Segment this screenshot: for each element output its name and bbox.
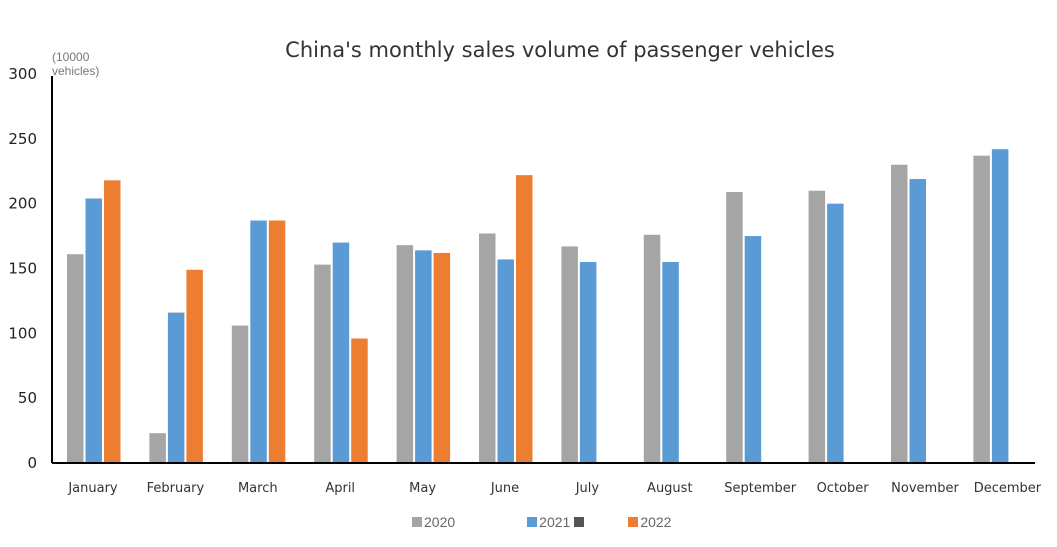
chart-title: China's monthly sales volume of passenge…: [285, 38, 835, 62]
bar-2021-november: [909, 179, 926, 463]
y-tick-label: 300: [8, 65, 37, 83]
x-tick-label: September: [724, 481, 797, 496]
x-tick-label: July: [575, 481, 600, 496]
y-tick-label: 100: [8, 324, 37, 342]
x-tick-label: November: [891, 481, 959, 496]
bar-2020-october: [808, 190, 826, 463]
bar-2021-march: [250, 220, 267, 463]
bar-2022-february: [186, 269, 203, 463]
bar-2020-december: [973, 155, 990, 463]
legend-swatch: [527, 517, 538, 527]
y-tick-label: 50: [18, 389, 37, 407]
legend-label: 2021: [539, 514, 571, 530]
x-tick-label: April: [325, 481, 355, 496]
y-tick-label: 0: [27, 454, 37, 472]
bar-2021-may: [415, 250, 432, 463]
bar-2022-january: [104, 180, 121, 463]
legend-item-2020: 2020: [412, 514, 455, 530]
bar-2020-february: [149, 433, 166, 463]
bar-2020-august: [643, 234, 661, 463]
bar-2021-july: [579, 262, 597, 463]
x-tick-label: June: [490, 481, 519, 496]
bar-2021-june: [497, 259, 514, 463]
bar-2020-november: [891, 164, 908, 463]
legend-swatch: [412, 517, 422, 527]
x-tick-label: February: [147, 481, 205, 496]
bar-2021-august: [662, 262, 679, 463]
bar-2021-september: [744, 236, 762, 463]
bar-2020-march: [231, 325, 249, 463]
legend-label: 2022: [640, 514, 672, 530]
legend-item-2021: 2021: [527, 514, 586, 530]
bar-2020-july: [561, 246, 578, 463]
bar-2022-may: [433, 252, 451, 463]
legend: 2020 2021 2022: [412, 514, 681, 530]
y-tick-label: 250: [8, 130, 37, 148]
bar-2021-january: [85, 198, 102, 464]
bar-2022-march: [268, 220, 286, 463]
legend-stray-swatch: [574, 517, 585, 527]
bar-2020-september: [726, 191, 743, 463]
x-tick-label: December: [974, 481, 1042, 496]
x-tick-label: August: [647, 481, 693, 496]
x-tick-label: January: [67, 481, 118, 496]
bar-2020-june: [479, 233, 496, 463]
y-tick-label: 200: [8, 195, 37, 213]
x-tick-label: March: [238, 481, 278, 496]
bar-2021-february: [167, 312, 185, 463]
bar-2021-october: [827, 203, 844, 463]
bar-2020-may: [396, 245, 414, 463]
legend-swatch: [628, 517, 639, 527]
y-tick-label: 150: [8, 260, 37, 278]
bar-2021-april: [332, 242, 350, 463]
bar-2020-april: [314, 264, 331, 463]
x-tick-label: May: [409, 481, 436, 496]
y-axis-label: (10000 vehicles): [52, 50, 100, 78]
legend-item-2022: 2022: [628, 514, 671, 530]
bar-2020-january: [67, 254, 84, 463]
bar-2022-june: [516, 175, 533, 463]
bar-2021-december: [991, 149, 1009, 463]
x-tick-label: October: [817, 481, 870, 496]
bar-2022-april: [351, 338, 368, 463]
legend-label: 2020: [424, 514, 456, 530]
